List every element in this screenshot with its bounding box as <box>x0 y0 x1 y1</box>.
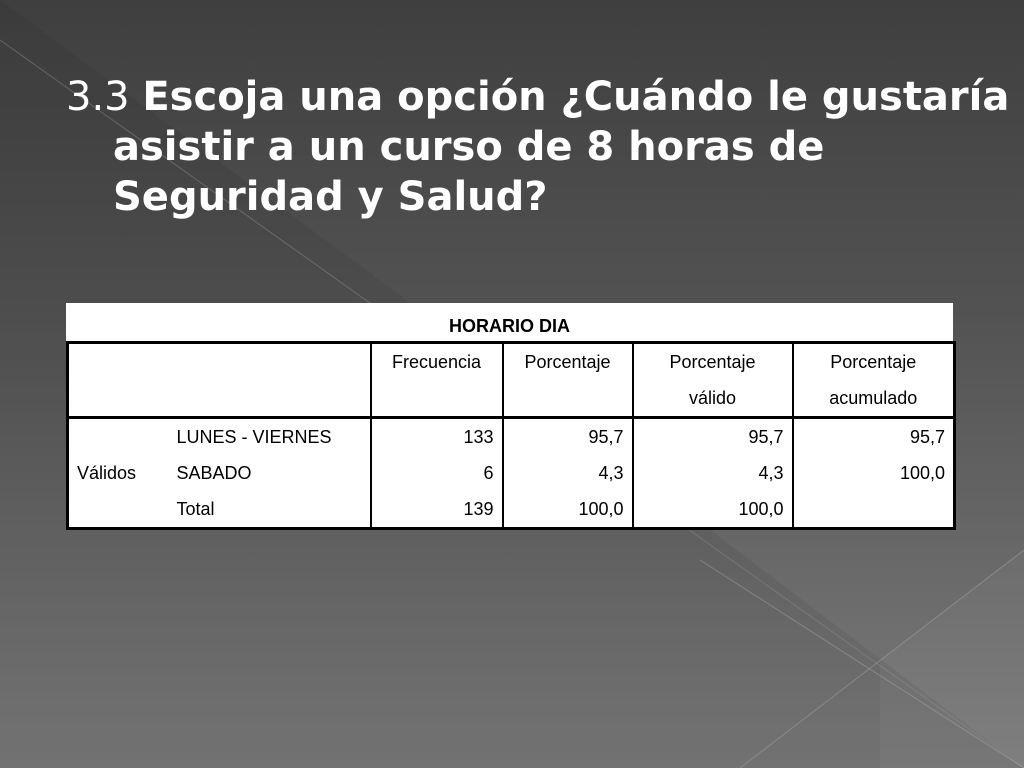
title-text-2: asistir a un curso de 8 horas de <box>113 124 825 170</box>
row-label: LUNES - VIERNES <box>176 426 332 447</box>
frequency-table: Frecuencia Porcentaje Porcentaje Porcent… <box>66 341 956 530</box>
header-frecuencia: Frecuencia <box>369 341 503 380</box>
header-row-1: Frecuencia Porcentaje Porcentaje Porcent… <box>66 341 956 380</box>
cell-valido: 4,3 <box>631 455 793 491</box>
cell-frecuencia: 6 <box>369 455 503 491</box>
cell-acumulado <box>791 491 956 530</box>
cell-valido: 95,7 <box>631 417 793 455</box>
title-text-1: Escoja una opción ¿Cuándo le gustaría <box>142 74 1010 120</box>
header-empty <box>66 380 169 419</box>
cell-porcentaje: 4,3 <box>501 455 633 491</box>
cell-acumulado: 100,0 <box>791 455 956 491</box>
header-empty <box>66 341 169 380</box>
row-label: SABADO <box>176 462 252 483</box>
header-empty <box>168 380 371 419</box>
header-empty <box>168 341 371 380</box>
group-label: Válidos <box>66 417 169 530</box>
header-valido-sub: válido <box>631 380 793 419</box>
header-porcentaje-acumulado: Porcentaje <box>791 341 956 380</box>
cell-valido: 100,0 <box>631 491 793 530</box>
table-row: Válidos LUNES - VIERNES 133 95,7 95,7 95… <box>66 417 956 530</box>
row-label: Total <box>168 491 371 530</box>
header-empty <box>501 380 633 419</box>
header-porcentaje-valido: Porcentaje <box>631 341 793 380</box>
cell-frecuencia: 133 <box>369 417 503 455</box>
table-row: SABADO 6 4,3 4,3 100,0 <box>68 455 956 491</box>
header-acumulado-sub: acumulado <box>791 380 956 419</box>
table-row: Total 139 100,0 100,0 <box>68 491 956 530</box>
title-text-3: Seguridad y Salud? <box>113 174 548 220</box>
header-porcentaje: Porcentaje <box>501 341 633 380</box>
cell-porcentaje: 100,0 <box>501 491 633 530</box>
table-title: HORARIO DIA <box>449 316 570 336</box>
slide-title: 3.3 Escoja una opción ¿Cuándo le gustarí… <box>66 72 1009 222</box>
frequency-table-panel: HORARIO DIA Frecuencia Porcentaje Porcen… <box>66 303 956 530</box>
cell-porcentaje: 95,7 <box>501 417 633 455</box>
question-number: 3.3 <box>66 74 130 120</box>
cell-frecuencia: 139 <box>369 491 503 530</box>
header-row-2: válido acumulado <box>66 380 956 419</box>
header-empty <box>369 380 503 419</box>
slide-title-line-1: 3.3 Escoja una opción ¿Cuándo le gustarí… <box>66 72 1009 122</box>
cell-acumulado: 95,7 <box>791 417 956 455</box>
